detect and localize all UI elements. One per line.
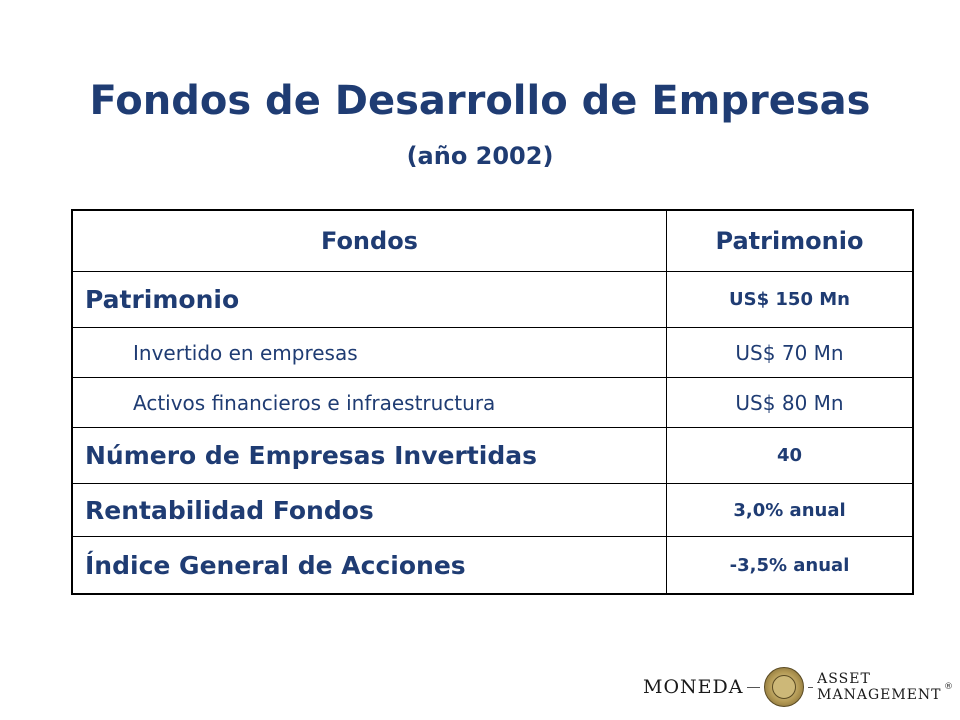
column-header-fondos: Fondos xyxy=(71,209,667,272)
row-label: Patrimonio xyxy=(71,271,667,328)
row-label: Rentabilidad Fondos xyxy=(71,483,667,537)
logo-divider xyxy=(807,686,814,688)
registered-mark: ® xyxy=(944,682,953,692)
logo-word-asset-management: ASSET MANAGEMENT xyxy=(817,671,942,703)
logo-word-moneda: MONEDA xyxy=(643,676,744,698)
table-row: Activos financieros e infraestructura US… xyxy=(71,377,914,428)
funds-table: Fondos Patrimonio Patrimonio US$ 150 Mn … xyxy=(71,209,914,595)
row-label: Activos financieros e infraestructura xyxy=(71,377,667,428)
moneda-logo: MONEDA ASSET MANAGEMENT ® xyxy=(643,665,953,709)
row-label: Índice General de Acciones xyxy=(71,536,667,595)
row-value: -3,5% anual xyxy=(666,536,914,595)
slide-subtitle: (año 2002) xyxy=(406,142,554,170)
row-value: US$ 70 Mn xyxy=(666,327,914,378)
table-header-row: Fondos Patrimonio xyxy=(71,209,914,272)
row-value: 40 xyxy=(666,427,914,484)
table-row: Invertido en empresas US$ 70 Mn xyxy=(71,327,914,378)
table-row: Índice General de Acciones -3,5% anual xyxy=(71,536,914,595)
seal-icon xyxy=(763,667,804,707)
table-row: Patrimonio US$ 150 Mn xyxy=(71,271,914,328)
logo-divider xyxy=(747,686,760,688)
column-header-patrimonio: Patrimonio xyxy=(666,209,914,272)
table-row: Rentabilidad Fondos 3,0% anual xyxy=(71,483,914,537)
row-label: Invertido en empresas xyxy=(71,327,667,378)
row-label: Número de Empresas Invertidas xyxy=(71,427,667,484)
table-row: Número de Empresas Invertidas 40 xyxy=(71,427,914,484)
row-value: US$ 80 Mn xyxy=(666,377,914,428)
row-value: 3,0% anual xyxy=(666,483,914,537)
slide-title: Fondos de Desarrollo de Empresas xyxy=(89,78,871,124)
row-value: US$ 150 Mn xyxy=(666,271,914,328)
